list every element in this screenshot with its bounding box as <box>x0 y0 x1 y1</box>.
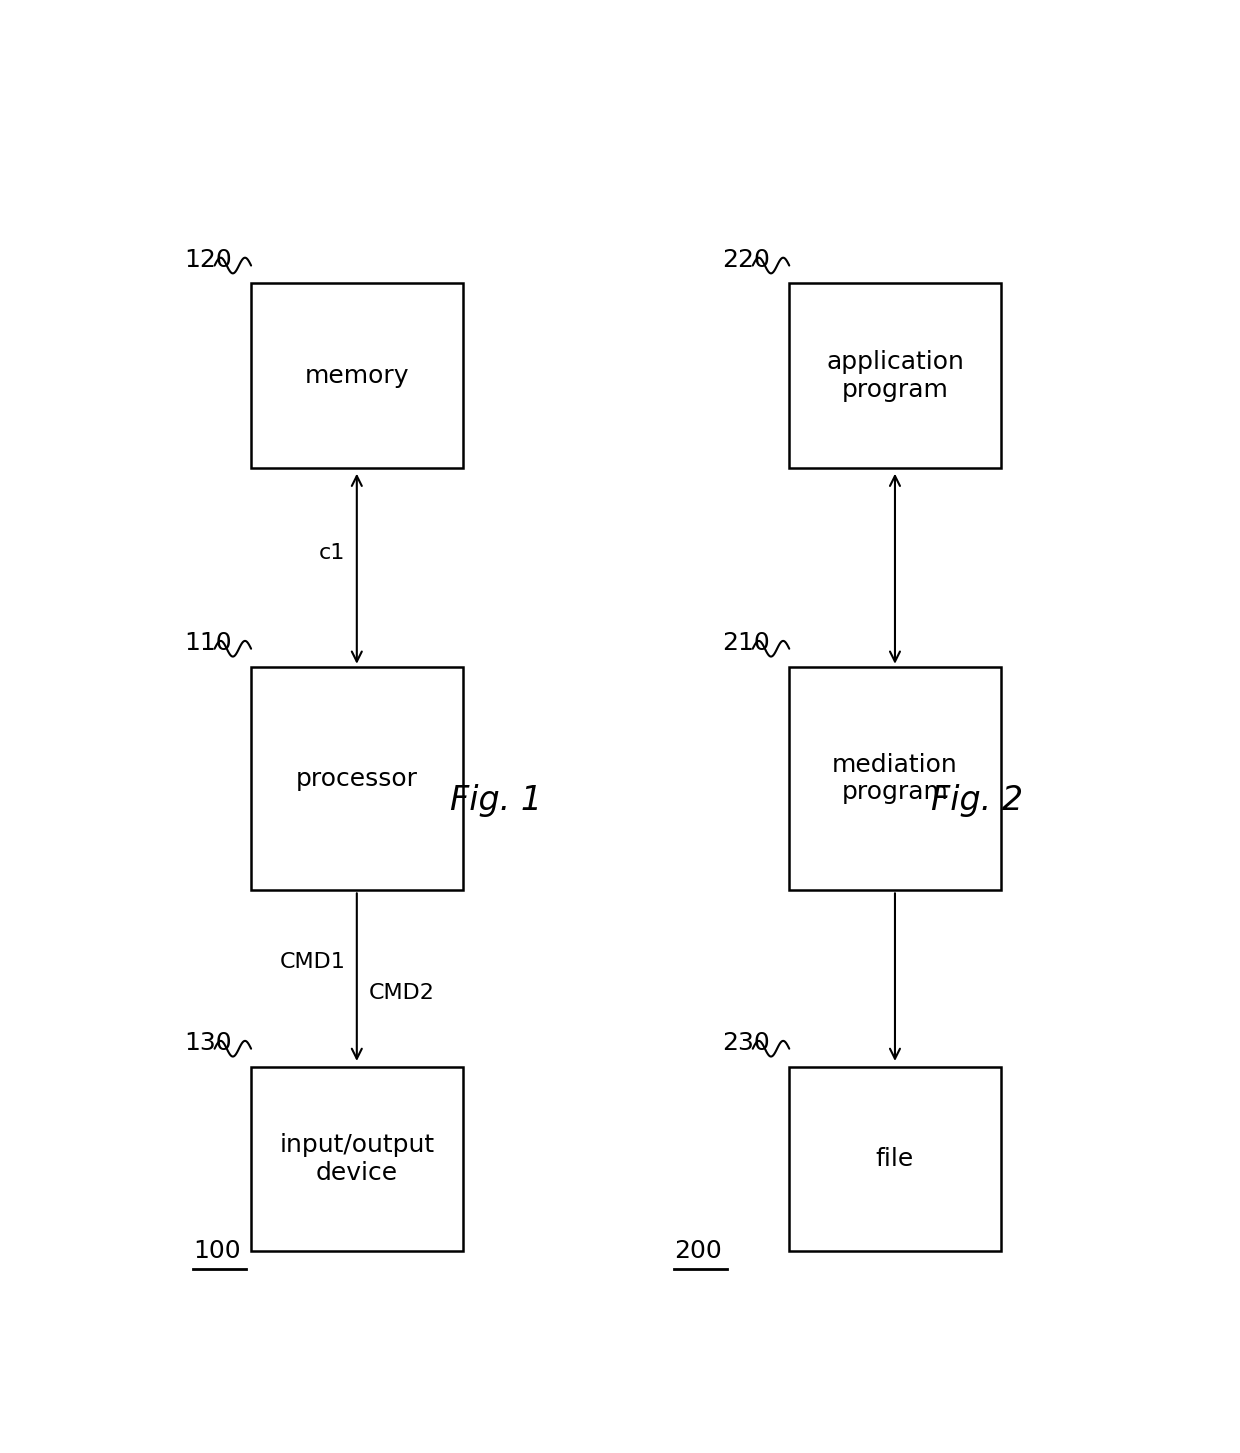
Bar <box>250 667 463 891</box>
Bar <box>789 667 1001 891</box>
Text: input/output
device: input/output device <box>279 1133 434 1184</box>
Bar <box>250 283 463 468</box>
Text: 120: 120 <box>184 248 232 272</box>
Bar <box>789 1067 1001 1251</box>
Text: processor: processor <box>296 767 418 790</box>
Bar <box>789 283 1001 468</box>
Text: 210: 210 <box>722 632 770 655</box>
Text: Fig. 2: Fig. 2 <box>930 785 1023 818</box>
Text: CMD2: CMD2 <box>368 982 434 1003</box>
Text: 130: 130 <box>184 1032 232 1055</box>
Text: mediation
program: mediation program <box>832 753 957 805</box>
Text: memory: memory <box>305 363 409 388</box>
Text: 110: 110 <box>184 632 232 655</box>
Text: file: file <box>875 1146 914 1171</box>
Bar <box>250 1067 463 1251</box>
Text: 230: 230 <box>722 1032 770 1055</box>
Text: CMD1: CMD1 <box>279 952 345 972</box>
Text: application
program: application program <box>826 350 963 401</box>
Text: Fig. 1: Fig. 1 <box>450 785 542 818</box>
Text: 100: 100 <box>193 1239 241 1263</box>
Text: c1: c1 <box>319 543 345 564</box>
Text: 220: 220 <box>722 248 770 272</box>
Text: 200: 200 <box>675 1239 722 1263</box>
